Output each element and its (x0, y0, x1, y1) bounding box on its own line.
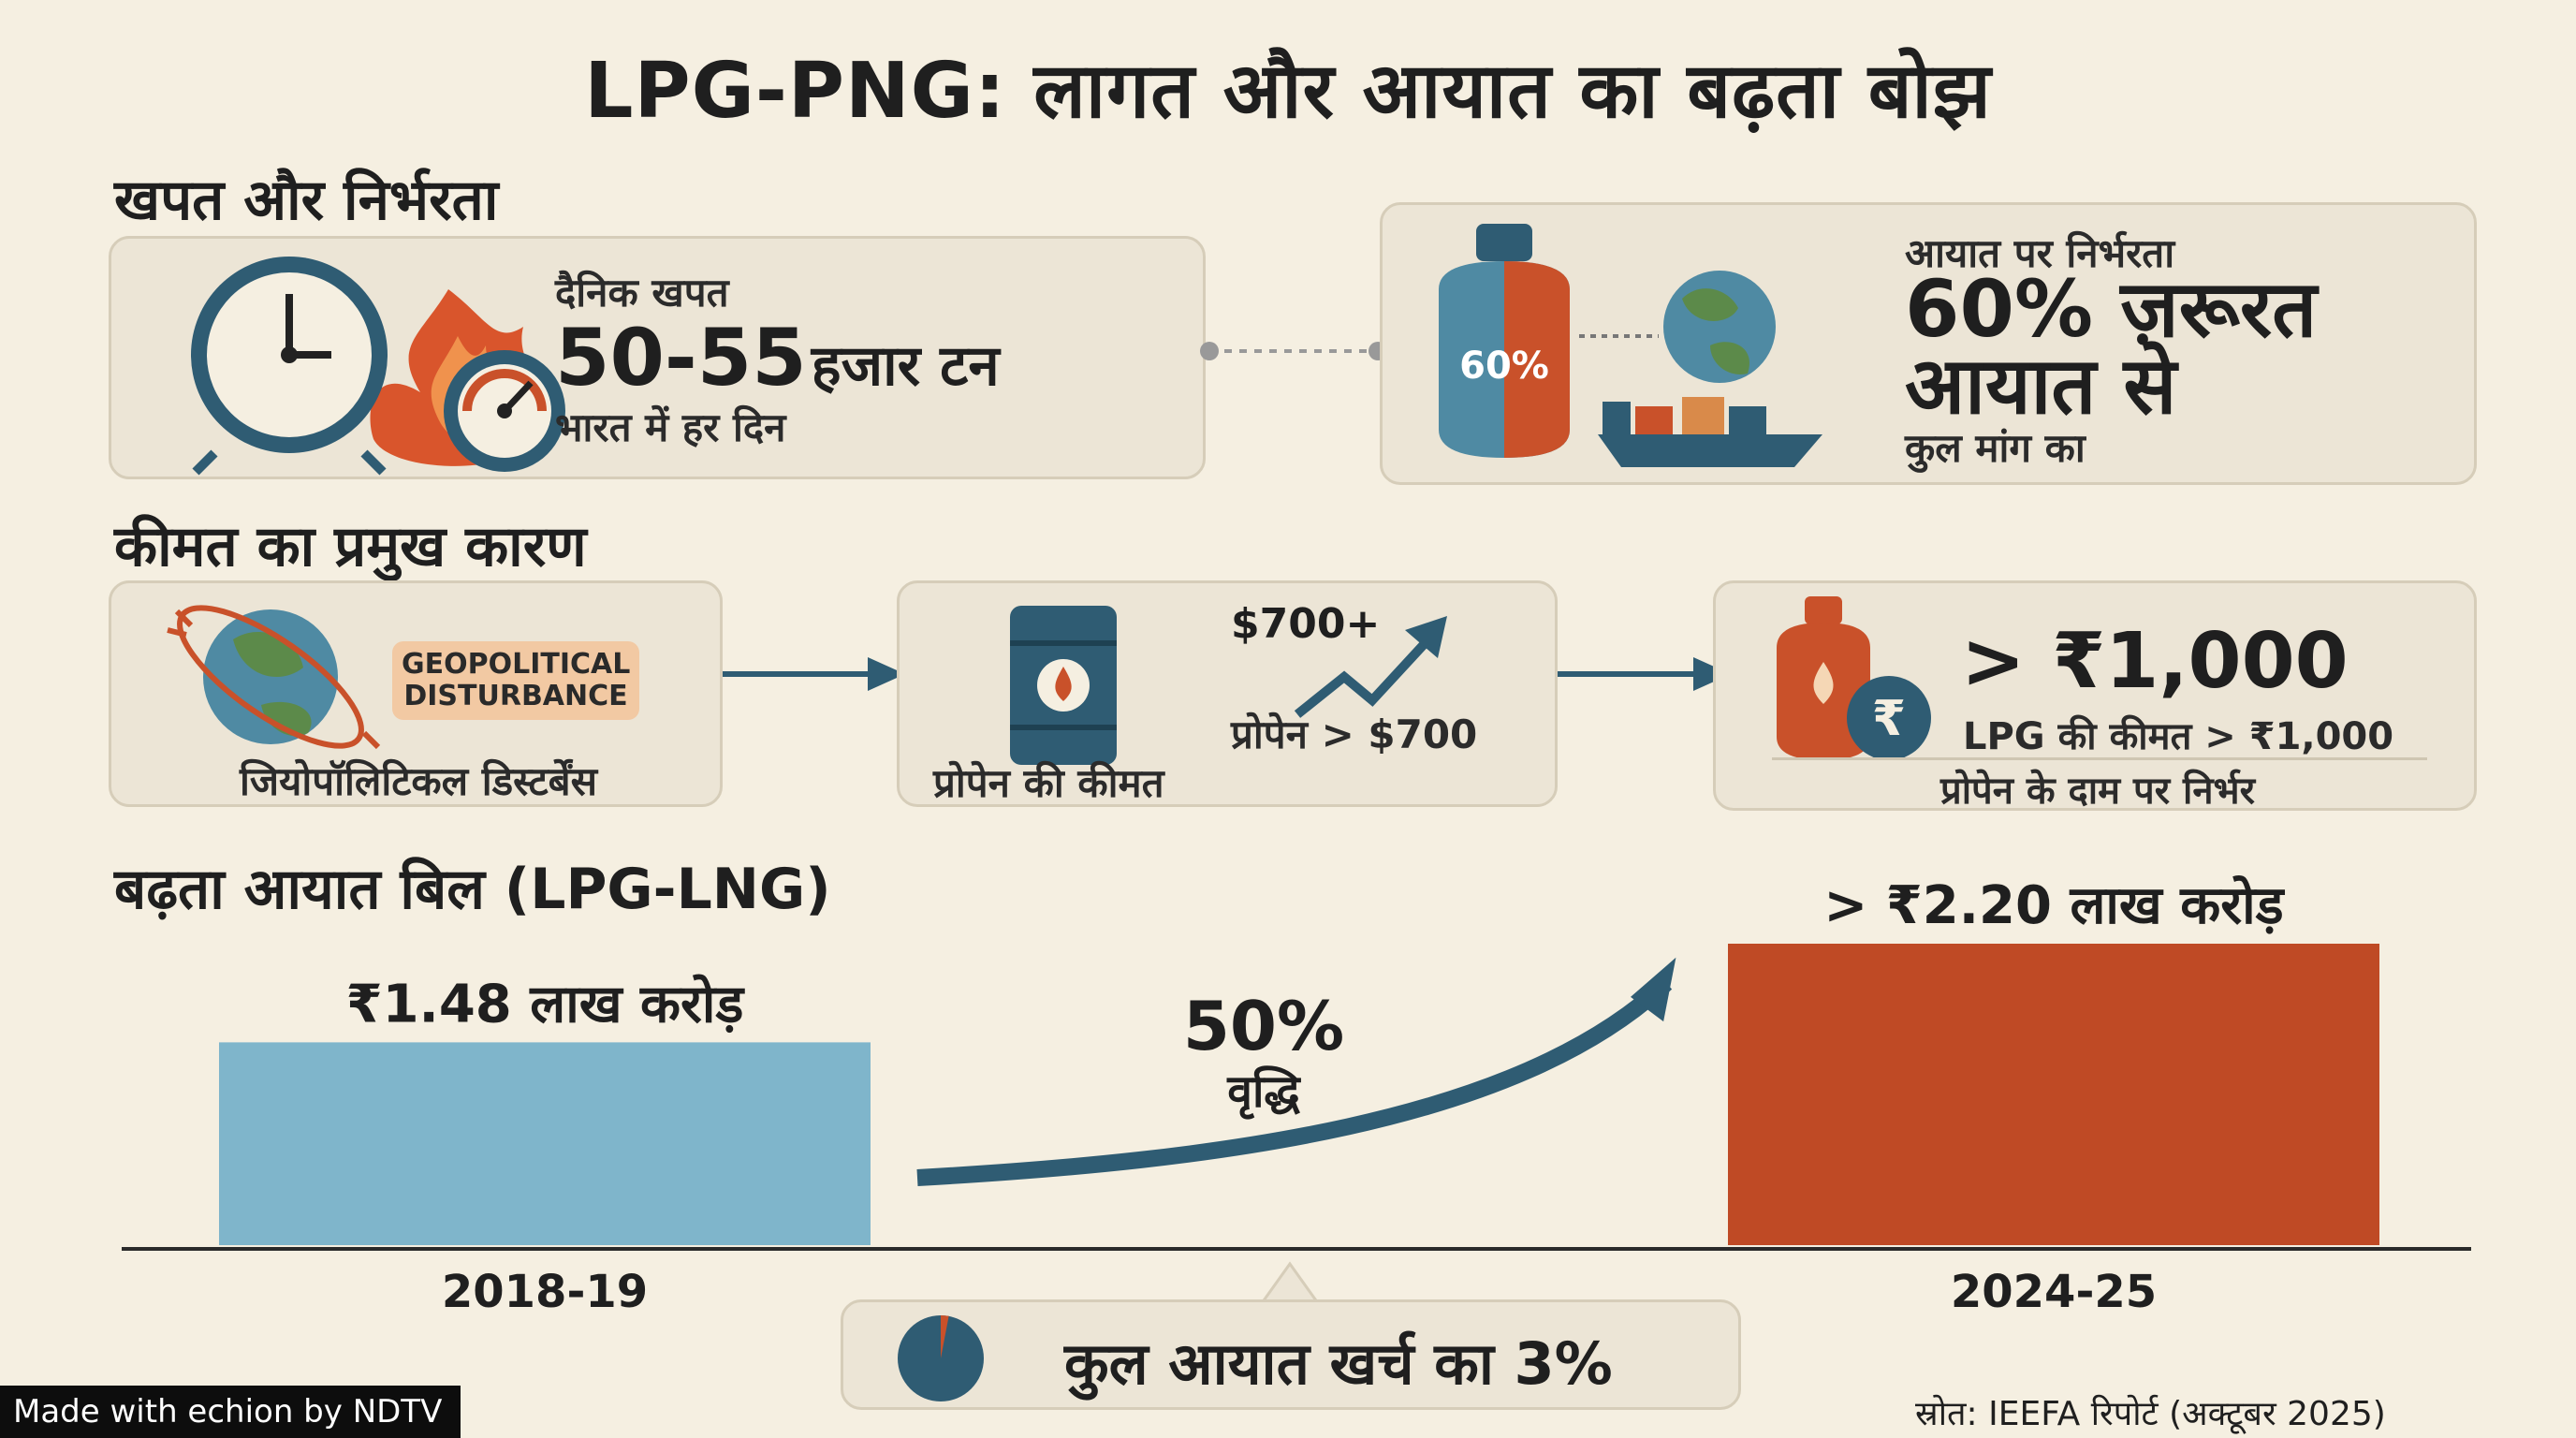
section-heading-price-cause: कीमत का प्रमुख कारण (114, 514, 587, 580)
import-line1: 60% ज़रूरत (1905, 263, 2318, 355)
svg-text:₹: ₹ (1872, 691, 1906, 747)
share-text: कुल आयात खर्च का 3% (1064, 1329, 1613, 1398)
oil-barrel-icon (1010, 606, 1117, 765)
arrow-right-1 (723, 657, 905, 691)
category-label: 2018-19 (442, 1266, 648, 1318)
lpg-rupee-icon: ₹ (1777, 596, 1931, 760)
section-heading-consumption: खपत और निर्भरता (114, 168, 499, 233)
import-dependence-card: 60% आयात पर निर्भरता 60% ज़रूरत आयात से … (1380, 202, 2477, 485)
import-label: आयात पर निर्भरता (1905, 230, 2175, 276)
lpg-caption: प्रोपेन के दाम पर निर्भर (1939, 770, 2256, 813)
share-pie-icon (898, 1315, 984, 1401)
lpg-price: > ₹1,000 (1961, 617, 2349, 706)
lpg-price-card: ₹ > ₹1,000 LPG की कीमत > ₹1,000 प्रोपेन … (1713, 580, 2477, 813)
bar-2018-19 (219, 1042, 871, 1245)
daily-sub: भारत में हर दिन (555, 404, 786, 450)
clock-flame-icon (191, 257, 565, 476)
cylinder-globe-ship-icon: 60% (1439, 224, 1822, 467)
propane-price: $700+ (1231, 600, 1381, 648)
pill-pointer (1262, 1261, 1318, 1305)
import-share-pill: कुल आयात खर्च का 3% (841, 1299, 1741, 1410)
bar-2024-25 (1728, 944, 2379, 1245)
growth-label: वृद्धि (1227, 1065, 1300, 1118)
branding-badge: Made with echion by NDTV (0, 1386, 461, 1438)
propane-card: $700+ प्रोपेन > $700 प्रोपेन की कीमत (897, 580, 1558, 807)
bar-value-label: > ₹2.20 लाख करोड़ (1823, 874, 2285, 936)
page-title: LPG-PNG: लागत और आयात का बढ़ता बोझ (584, 47, 1992, 136)
growth-arrow-line (916, 976, 1673, 1186)
lpg-divider (1772, 757, 2427, 760)
geopolitical-caption: जियोपॉलिटिकल डिस्टर्बेंस (240, 758, 597, 804)
globe-disturbance-icon (167, 605, 381, 750)
bar-value-label: ₹1.48 लाख करोड़ (346, 973, 746, 1034)
lpg-compare: LPG की कीमत > ₹1,000 (1963, 715, 2394, 758)
growth-arrow-head (1630, 957, 1676, 1022)
cylinder-percent: 60% (1459, 345, 1549, 388)
propane-caption: प्रोपेन की कीमत (933, 760, 1164, 806)
import-line2: आयात से (1905, 340, 2177, 432)
source-note: स्रोत: IEEFA रिपोर्ट (अक्टूबर 2025) (1915, 1395, 2386, 1433)
geopolitical-card: GEOPOLITICAL DISTURBANCE जियोपॉलिटिकल डि… (109, 580, 723, 807)
geopolitical-badge: GEOPOLITICAL DISTURBANCE (392, 641, 639, 720)
daily-label: दैनिक खपत (555, 270, 729, 315)
daily-unit: हजार टन (811, 333, 1000, 399)
section-heading-import-bill: बढ़ता आयात बिल (LPG-LNG) (114, 857, 831, 922)
trend-up-arrow-icon (1294, 616, 1447, 718)
growth-value: 50% (1182, 987, 1345, 1065)
daily-consumption-card: दैनिक खपत 50-55 हजार टन भारत में हर दिन (109, 236, 1206, 479)
arrow-right-2 (1558, 657, 1731, 691)
category-label: 2024-25 (1951, 1266, 2157, 1318)
daily-value: 50-55 (555, 312, 807, 404)
import-sub: कुल मांग का (1905, 425, 2086, 471)
propane-compare: प्रोपेन > $700 (1231, 712, 1478, 757)
